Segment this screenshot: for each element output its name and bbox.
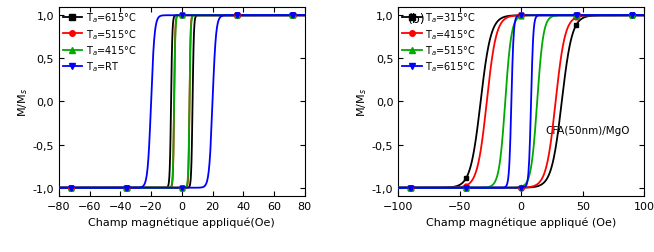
- Y-axis label: M/M$_s$: M/M$_s$: [16, 88, 29, 116]
- Legend: T$_a$=315°C, T$_a$=415°C, T$_a$=515°C, T$_a$=615°C: T$_a$=315°C, T$_a$=415°C, T$_a$=515°C, T…: [401, 11, 477, 75]
- Text: (b): (b): [408, 13, 426, 26]
- Legend: T$_a$=615°C, T$_a$=515°C, T$_a$=415°C, T$_a$=RT: T$_a$=615°C, T$_a$=515°C, T$_a$=415°C, T…: [61, 11, 137, 75]
- Text: CFA(50nm)/MgO: CFA(50nm)/MgO: [546, 125, 630, 135]
- X-axis label: Champ magnétique appliqué (Oe): Champ magnétique appliqué (Oe): [426, 217, 616, 227]
- X-axis label: Champ magnétique appliqué(Oe): Champ magnétique appliqué(Oe): [88, 217, 275, 227]
- Y-axis label: M/M$_s$: M/M$_s$: [355, 88, 369, 116]
